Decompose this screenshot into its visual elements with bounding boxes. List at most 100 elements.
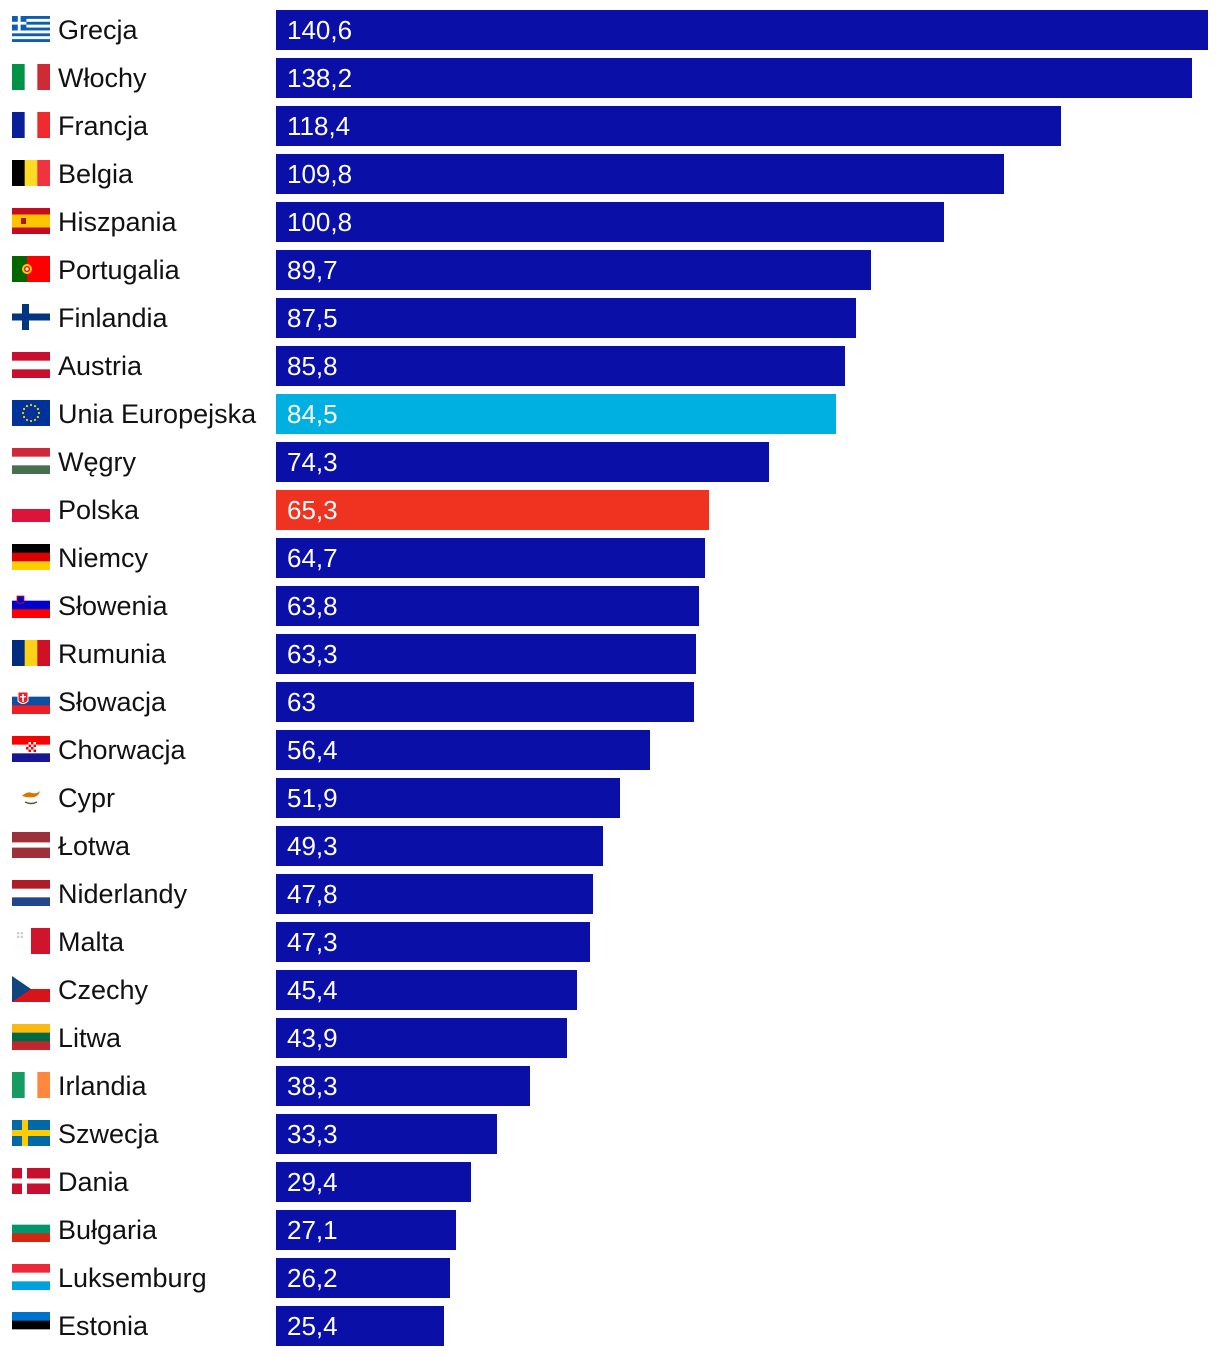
data-label: 29,4 — [287, 1167, 338, 1197]
hungary-flag-icon — [12, 448, 50, 474]
cyprus-flag-icon — [12, 784, 50, 810]
portugal-flag-icon — [12, 256, 50, 282]
chart-row: Rumunia 63,3 — [0, 634, 1220, 674]
category-label: Estonia — [58, 1311, 149, 1341]
data-label: 138,2 — [287, 63, 353, 93]
bulgaria-flag-icon — [12, 1216, 50, 1242]
category-label: Cypr — [58, 783, 116, 813]
bar — [276, 634, 696, 674]
chart-row: Chorwacja 56,4 — [0, 730, 1220, 770]
chart-row: Irlandia 38,3 — [0, 1066, 1220, 1106]
chart-row: Unia Europejska 84,5 — [0, 394, 1220, 434]
data-label: 25,4 — [287, 1311, 338, 1341]
austria-flag-icon — [12, 352, 50, 378]
category-label: Rumunia — [58, 639, 167, 669]
category-label: Francja — [58, 111, 149, 141]
italy-flag-icon — [12, 64, 50, 90]
category-label: Dania — [58, 1167, 129, 1197]
bar — [276, 874, 593, 914]
bar — [276, 442, 769, 482]
bar — [276, 1258, 450, 1298]
bar — [276, 10, 1208, 50]
bar — [276, 1162, 471, 1202]
category-label: Słowenia — [58, 591, 168, 621]
chart-row: Belgia 109,8 — [0, 154, 1220, 194]
poland-flag-icon — [12, 496, 50, 522]
belgium-flag-icon — [12, 160, 50, 186]
data-label: 74,3 — [287, 447, 338, 477]
bar — [276, 538, 705, 578]
category-label: Austria — [58, 351, 143, 381]
bar — [276, 1066, 530, 1106]
slovenia-flag-icon — [12, 592, 50, 618]
category-label: Unia Europejska — [58, 399, 257, 429]
data-label: 65,3 — [287, 495, 338, 525]
chart-row: Bułgaria 27,1 — [0, 1210, 1220, 1250]
spain-flag-icon — [12, 208, 50, 234]
estonia-flag-icon — [12, 1312, 50, 1338]
data-label: 118,4 — [287, 111, 351, 141]
category-label: Polska — [58, 495, 140, 525]
data-label: 33,3 — [287, 1119, 338, 1149]
bar — [276, 202, 945, 242]
bar — [276, 58, 1193, 98]
data-label: 84,5 — [287, 399, 338, 429]
chart-row: Niderlandy 47,8 — [0, 874, 1220, 914]
chart-row: Polska 65,3 — [0, 490, 1220, 530]
chart-row: Włochy 138,2 — [0, 58, 1220, 98]
greece-flag-icon — [12, 16, 50, 42]
chart-row: Luksemburg 26,2 — [0, 1258, 1220, 1298]
data-label: 85,8 — [287, 351, 338, 381]
bar — [276, 106, 1061, 146]
ireland-flag-icon — [12, 1072, 50, 1098]
data-label: 51,9 — [287, 783, 338, 813]
france-flag-icon — [12, 112, 50, 138]
chart-row: Hiszpania 100,8 — [0, 202, 1220, 242]
bar — [276, 1018, 567, 1058]
finland-flag-icon — [12, 304, 50, 330]
category-label: Łotwa — [58, 831, 131, 861]
data-label: 56,4 — [287, 735, 338, 765]
category-label: Finlandia — [58, 303, 168, 333]
category-label: Chorwacja — [58, 735, 186, 765]
romania-flag-icon — [12, 640, 50, 666]
slovakia-flag-icon — [12, 688, 50, 714]
luxembourg-flag-icon — [12, 1264, 50, 1290]
data-label: 27,1 — [287, 1215, 338, 1245]
bar — [276, 298, 856, 338]
chart-row: Szwecja 33,3 — [0, 1114, 1220, 1154]
data-label: 63,3 — [287, 639, 338, 669]
lithuania-flag-icon — [12, 1024, 50, 1050]
chart-row: Finlandia 87,5 — [0, 298, 1220, 338]
data-label: 49,3 — [287, 831, 338, 861]
data-label: 47,3 — [287, 927, 338, 957]
category-label: Malta — [58, 927, 125, 957]
chart-row: Portugalia 89,7 — [0, 250, 1220, 290]
chart-row: Litwa 43,9 — [0, 1018, 1220, 1058]
czechia-flag-icon — [12, 976, 50, 1002]
data-label: 109,8 — [287, 159, 353, 189]
bar — [276, 490, 709, 530]
data-label: 89,7 — [287, 255, 338, 285]
category-label: Hiszpania — [58, 207, 177, 237]
malta-flag-icon — [12, 928, 50, 954]
category-label: Luksemburg — [58, 1263, 207, 1293]
bar — [276, 1114, 497, 1154]
croatia-flag-icon — [12, 736, 50, 762]
chart-row: Łotwa 49,3 — [0, 826, 1220, 866]
bar — [276, 586, 699, 626]
chart-row: Słowacja 63 — [0, 682, 1220, 722]
chart-row: Cypr 51,9 — [0, 778, 1220, 818]
bar — [276, 778, 621, 818]
eu-flag-icon — [12, 400, 50, 426]
chart-row: Słowenia 63,8 — [0, 586, 1220, 626]
data-label: 64,7 — [287, 543, 338, 573]
data-label: 43,9 — [287, 1023, 338, 1053]
netherlands-flag-icon — [12, 880, 50, 906]
denmark-flag-icon — [12, 1168, 50, 1194]
data-label: 140,6 — [287, 15, 353, 45]
category-label: Bułgaria — [58, 1215, 158, 1245]
chart-row: Francja 118,4 — [0, 106, 1220, 146]
bar — [276, 346, 845, 386]
